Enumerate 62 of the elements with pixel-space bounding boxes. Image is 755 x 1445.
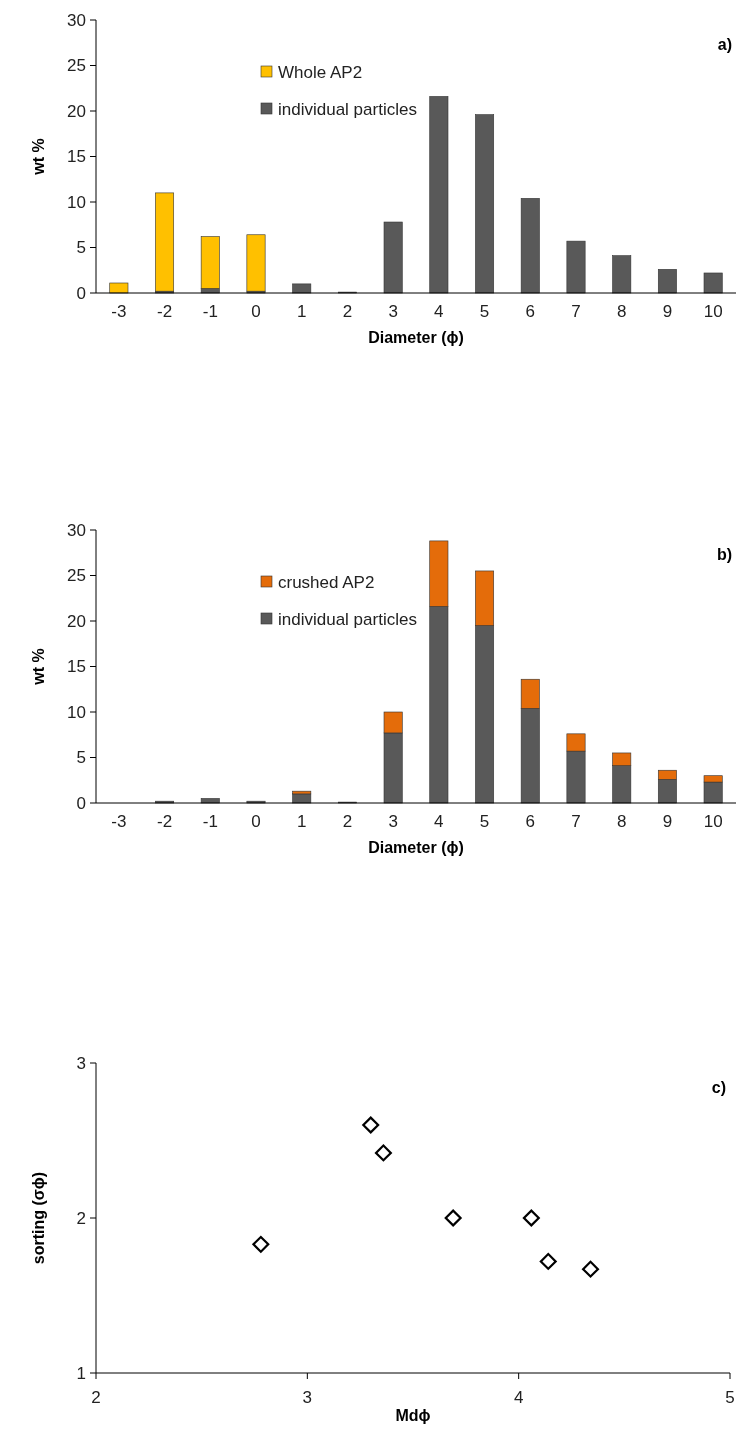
- y-tick-label: 3: [76, 1053, 86, 1073]
- x-tick-label: 8: [616, 302, 627, 321]
- y-tick-label: 15: [67, 657, 86, 677]
- x-tick-label: 8: [616, 812, 627, 831]
- x-tick-label: 1: [296, 302, 307, 321]
- y-tick-label: 5: [76, 748, 86, 768]
- y-tick-label: 20: [67, 611, 86, 631]
- x-tick-label: -3: [111, 812, 127, 831]
- x-tick-label: 3: [302, 1388, 313, 1407]
- x-tick-label: 5: [725, 1388, 735, 1407]
- x-tick-label: 5: [479, 812, 490, 831]
- legend-label: individual particles: [278, 99, 417, 119]
- y-tick-label: 20: [67, 101, 86, 121]
- x-tick-label: 4: [434, 812, 444, 831]
- x-tick-label: -2: [157, 302, 173, 321]
- x-axis-title: Diameter (ϕ): [368, 839, 464, 856]
- y-tick-label: 5: [76, 238, 86, 258]
- x-tick-label: 0: [251, 302, 261, 321]
- y-tick-label: 30: [67, 520, 86, 540]
- x-tick-label: -1: [202, 812, 218, 831]
- x-axis-title: Mdϕ: [395, 1407, 431, 1424]
- x-tick-label: -1: [202, 302, 218, 321]
- x-tick-label: 2: [342, 812, 353, 831]
- y-tick-label: 0: [76, 793, 86, 813]
- legend-label: crushed AP2: [278, 572, 375, 592]
- x-tick-label: 2: [342, 302, 353, 321]
- x-tick-label: 3: [388, 812, 398, 831]
- y-tick-label: 25: [67, 566, 86, 586]
- x-axis-title: Diameter (ϕ): [368, 329, 464, 346]
- y-tick-label: 1: [76, 1363, 86, 1383]
- y-tick-label: 10: [67, 192, 86, 212]
- x-tick-label: 4: [513, 1388, 524, 1407]
- x-tick-label: 9: [662, 812, 673, 831]
- legend-label: individual particles: [278, 609, 417, 629]
- y-tick-label: 25: [67, 56, 86, 76]
- x-tick-label: 1: [296, 812, 307, 831]
- text: a): [717, 36, 732, 53]
- y-tick-label: 15: [67, 147, 86, 167]
- text: c): [711, 1079, 726, 1096]
- x-tick-label: -3: [111, 302, 127, 321]
- y-tick-label: 0: [76, 283, 86, 303]
- x-tick-label: 10: [703, 812, 723, 831]
- x-tick-label: 6: [525, 302, 536, 321]
- y-tick-label: 10: [67, 702, 86, 722]
- x-tick-label: 6: [525, 812, 536, 831]
- x-tick-label: -2: [157, 812, 173, 831]
- x-tick-label: 2: [91, 1388, 101, 1407]
- y-tick-label: 2: [76, 1208, 86, 1228]
- x-tick-label: 7: [571, 812, 581, 831]
- x-tick-label: 3: [388, 302, 398, 321]
- x-tick-label: 5: [479, 302, 490, 321]
- text: b): [716, 546, 732, 563]
- legend-label: Whole AP2: [278, 62, 363, 82]
- x-tick-label: 0: [251, 812, 261, 831]
- x-tick-label: 9: [662, 302, 673, 321]
- y-axis-title: wt %: [30, 138, 47, 176]
- y-axis-title: sorting (σϕ): [30, 1171, 47, 1265]
- x-tick-label: 4: [434, 302, 444, 321]
- y-tick-label: 30: [67, 10, 86, 30]
- y-axis-title: wt %: [30, 648, 47, 686]
- x-tick-label: 7: [571, 302, 581, 321]
- x-tick-label: 10: [703, 302, 723, 321]
